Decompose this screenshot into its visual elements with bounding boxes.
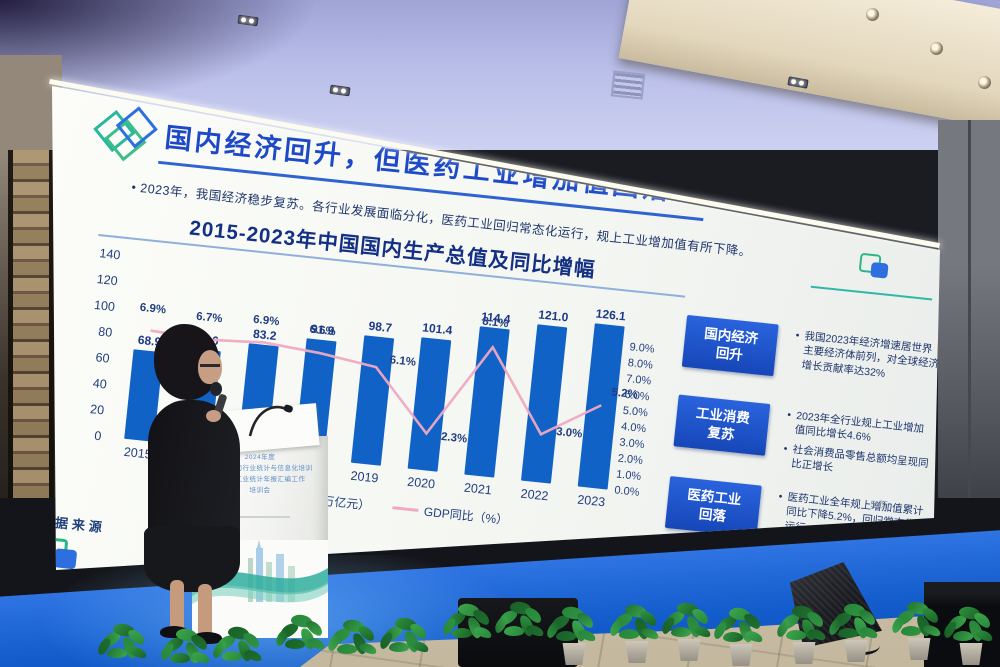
plant-leaf: [222, 651, 242, 661]
potted-plant: [210, 623, 264, 667]
potted-plant: [158, 625, 212, 667]
presenter-leg: [170, 580, 184, 632]
plant-pot: [792, 642, 816, 664]
potted-plant: [95, 620, 149, 667]
presenter-skirt: [144, 526, 240, 592]
plant-leaf: [504, 626, 524, 636]
potted-plant: [941, 603, 995, 665]
plant-leaf: [953, 631, 973, 641]
plant-pot: [562, 643, 586, 665]
potted-plant: [544, 603, 598, 665]
plant-pot: [907, 638, 931, 660]
potted-plant: [325, 616, 379, 667]
podium-sign-rule: [234, 516, 290, 518]
plant-leaf: [452, 628, 472, 638]
plant-pot: [959, 643, 983, 665]
plant-pot: [844, 640, 868, 662]
downlight-icon: [930, 42, 943, 55]
plant-leaf: [170, 653, 190, 663]
plant-leaf: [556, 631, 576, 641]
potted-plant: [826, 600, 880, 662]
potted-plant: [659, 599, 713, 661]
potted-plant: [889, 598, 943, 660]
podium-sign-text: 2024年度广东省医药行业统计与信息化培训 暨医药工业统计年报汇编工作 培训会: [198, 452, 322, 496]
potted-plant: [774, 602, 828, 664]
potted-plant: [607, 601, 661, 663]
plant-leaf: [786, 630, 806, 640]
podium-sign-line: 暨医药工业统计年报汇编工作: [214, 476, 306, 484]
plant-leaf: [671, 627, 691, 637]
plant-leaf: [107, 648, 127, 658]
plant-leaf: [901, 626, 921, 636]
potted-plant: [711, 604, 765, 666]
presenter-leg: [198, 584, 212, 638]
downlight-icon: [866, 8, 879, 21]
plant-leaf: [723, 632, 743, 642]
plant-pot: [677, 639, 701, 661]
plant-pot: [625, 641, 649, 663]
potted-plant: [440, 600, 494, 660]
podium-sign-line: 培训会: [249, 487, 271, 495]
plant-pot: [729, 644, 753, 666]
plant-leaf: [337, 644, 357, 654]
plant-leaf: [838, 628, 858, 638]
plant-leaf: [619, 629, 639, 639]
potted-plant: [273, 611, 327, 667]
potted-plant: [492, 598, 546, 658]
podium-sign-line: 2024年度: [244, 454, 276, 461]
podium-sign-line: 广东省医药行业统计与信息化培训: [207, 465, 313, 473]
plant-leaf: [285, 639, 305, 649]
plant-leaf: [389, 642, 409, 652]
downlight-icon: [978, 76, 991, 89]
potted-plant: [377, 614, 431, 667]
